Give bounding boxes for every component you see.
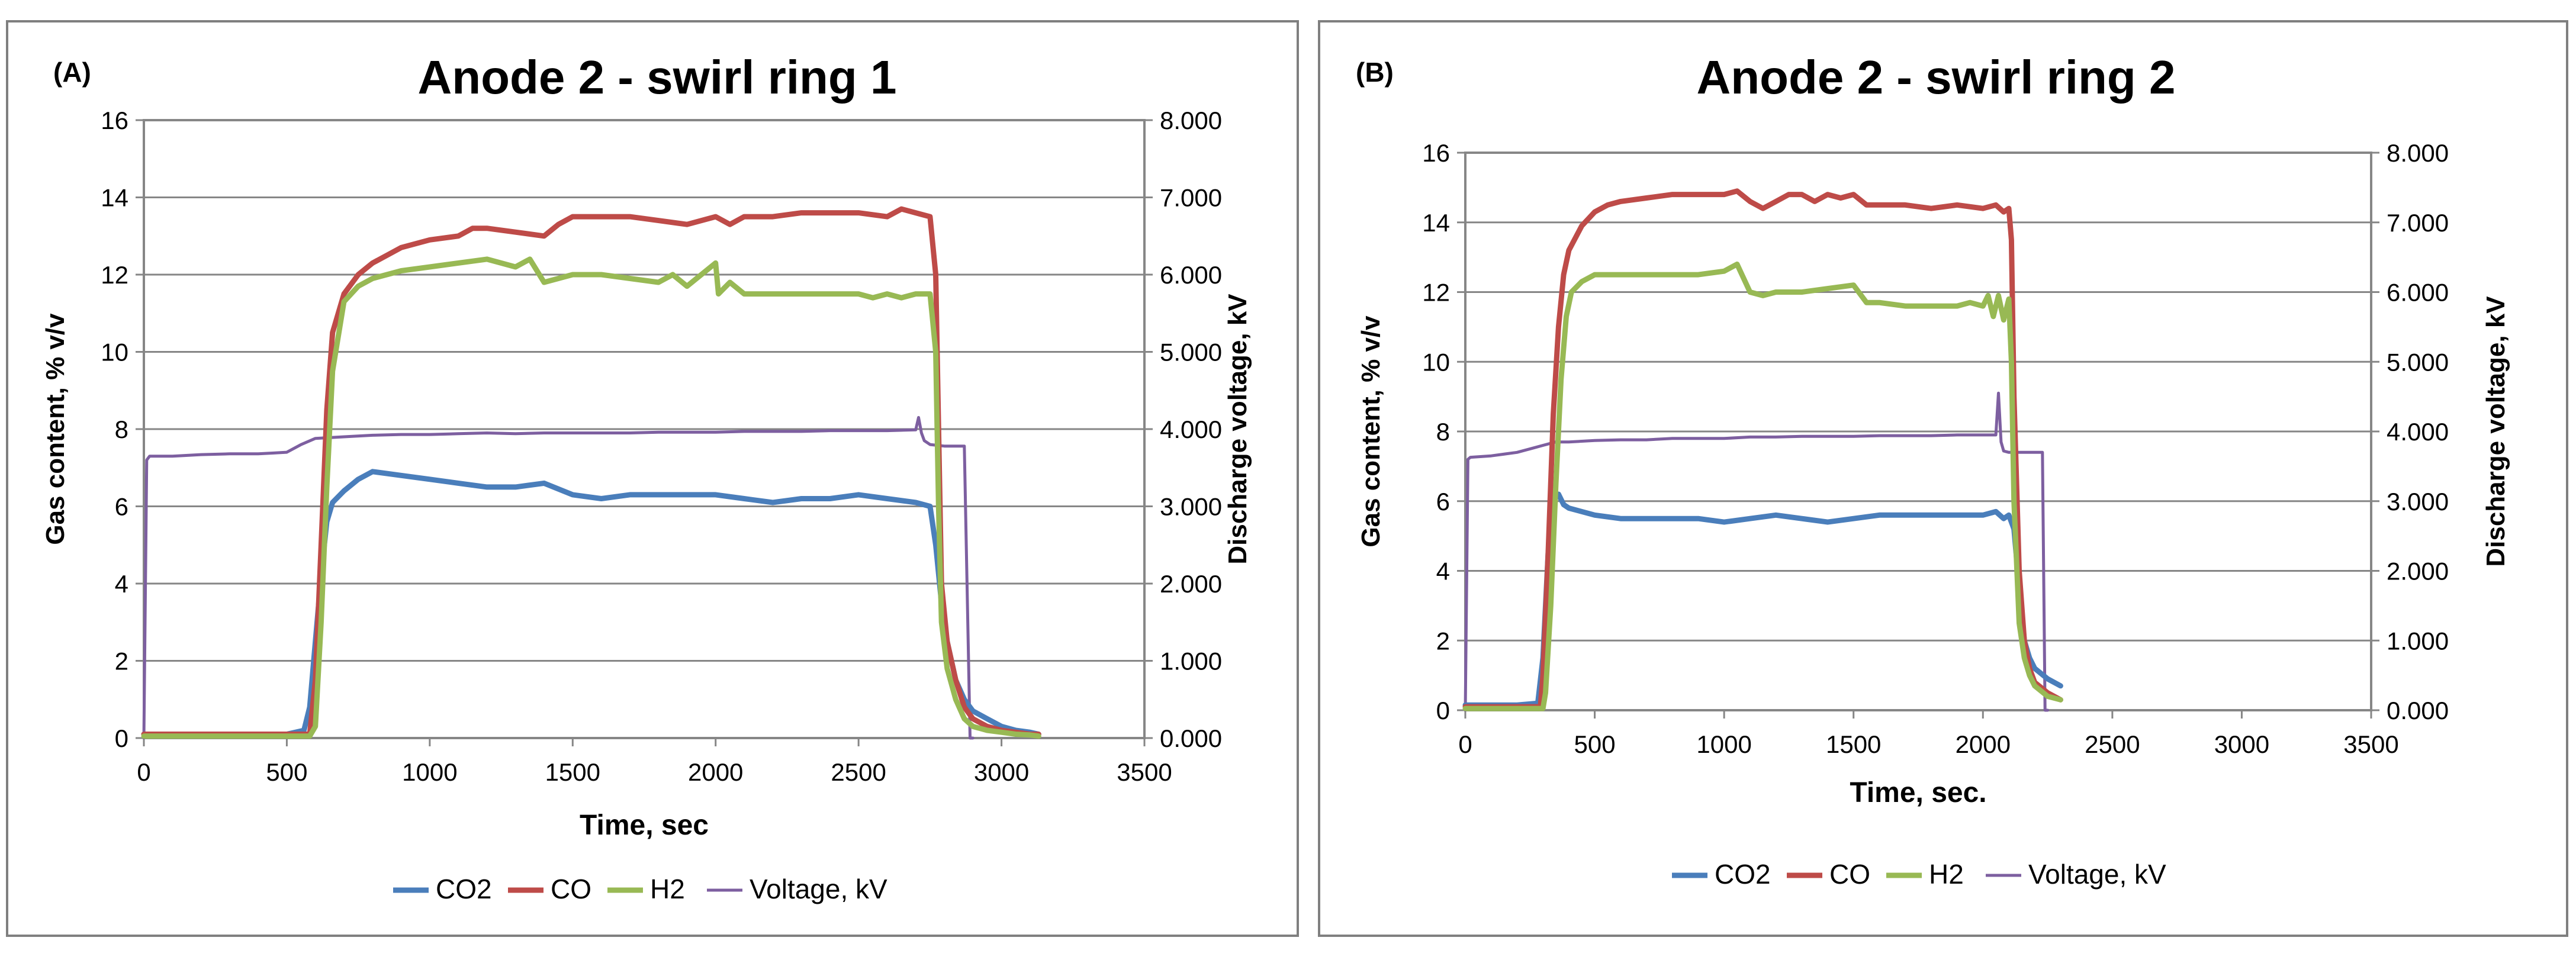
- panel-a-x-tick-label: 2000: [688, 758, 743, 786]
- panel-b-right-axis-ticks: 0.000 1.000 2.000 3.000 4.000 5.000 6.000 7.000…: [2371, 139, 2449, 724]
- panel-a-frame: [6, 20, 1299, 937]
- panel-b-frame: [1318, 20, 2568, 937]
- panel-b-y2-tick-label: 3.000: [2387, 488, 2449, 516]
- panel-b-label: (B): [1356, 57, 1394, 88]
- panel-a-y2-tick-label: 3.000: [1160, 493, 1222, 521]
- panel-b-y-tick-label: 12: [1422, 279, 1450, 307]
- panel-b-y-tick-label: 4: [1436, 558, 1450, 585]
- panel-b-left-axis-ticks: 0 2 4 6 8 10 12 14 16: [1422, 139, 1465, 724]
- panel-a-legend: CO2 CO H2 Voltage, kV: [393, 874, 887, 904]
- panel-a-y-tick-label: 10: [101, 339, 128, 366]
- panel-a-y-tick-label: 8: [115, 415, 128, 443]
- panel-b-series-co: [1462, 188, 2063, 710]
- panel-b-legend-label-co2: CO2: [1715, 859, 1771, 890]
- panel-a-series-voltage-kv: [142, 415, 975, 740]
- panel-a-x-axis-label: Time, sec: [580, 810, 709, 841]
- panel-b-legend: CO2 CO H2 Voltage, kV: [1672, 859, 2166, 890]
- panel-b-y2-tick-label: 7.000: [2387, 209, 2449, 237]
- panel-b-series-lines: [1462, 188, 2063, 712]
- panel-b-y2-tick-label: 1.000: [2387, 627, 2449, 655]
- panel-a-y2-tick-label: 8.000: [1160, 107, 1222, 134]
- panel-b-x-tick-label: 2000: [1956, 730, 2011, 758]
- panel-b-y-tick-label: 16: [1422, 139, 1450, 167]
- panel-a-legend-label-co: CO: [551, 874, 591, 904]
- panel-a-y-tick-label: 12: [101, 261, 128, 289]
- panel-a-x-tick-label: 1500: [545, 758, 600, 786]
- panel-b-y2-tick-label: 8.000: [2387, 139, 2449, 167]
- panel-b-x-tick-label: 0: [1458, 730, 1472, 758]
- panel-a-y2-tick-label: 6.000: [1160, 261, 1222, 289]
- panel-b: (B) Anode 2 - swirl ring 2 0 2 4 6 8 10 12 14 16…: [1318, 20, 2568, 937]
- panel-a-y-tick-label: 6: [115, 493, 128, 521]
- panel-a-legend-label-voltage-kv: Voltage, kV: [750, 874, 887, 904]
- panel-b-y-tick-label: 0: [1436, 697, 1450, 724]
- panel-b-y2-tick-label: 4.000: [2387, 418, 2449, 446]
- panel-a-y-tick-label: 4: [115, 570, 128, 598]
- panel-a-y-tick-label: 0: [115, 724, 128, 752]
- panel-a-x-tick-label: 0: [137, 758, 150, 786]
- panel-a-label: (A): [53, 57, 91, 88]
- panel-b-y2-tick-label: 6.000: [2387, 279, 2449, 307]
- panel-a-x-tick-label: 3000: [974, 758, 1029, 786]
- panel-a-x-tick-label: 3500: [1117, 758, 1172, 786]
- panel-a-y2-tick-label: 1.000: [1160, 647, 1222, 675]
- panel-a-y-tick-label: 14: [101, 184, 128, 212]
- panel-b-y2-tick-label: 5.000: [2387, 348, 2449, 376]
- panel-b-y-tick-label: 14: [1422, 209, 1450, 237]
- panel-a-y2-tick-label: 4.000: [1160, 415, 1222, 443]
- panel-a-x-axis-ticks: 0 500 1000 1500 2000 2500 3000 3500: [137, 738, 1172, 786]
- panel-b-y-axis-label: Gas content, % v/v: [1356, 315, 1385, 547]
- panel-a-y-tick-label: 16: [101, 107, 128, 134]
- panel-b-y2-axis-label: Discharge voltage, kV: [2481, 296, 2510, 567]
- panel-a: (A) Anode 2 - swirl ring 1 0 2 4 6 8 10 12 14 16…: [6, 20, 1299, 937]
- panel-b-y-tick-label: 2: [1436, 627, 1450, 655]
- panel-b-legend-label-voltage-kv: Voltage, kV: [2028, 859, 2166, 890]
- panel-a-left-axis-ticks: 0 2 4 6 8 10 12 14 16: [101, 107, 144, 752]
- panel-b-x-tick-label: 3000: [2214, 730, 2269, 758]
- panel-a-x-tick-label: 1000: [402, 758, 457, 786]
- panel-a-title: Anode 2 - swirl ring 1: [417, 51, 896, 104]
- panel-b-x-tick-label: 2500: [2085, 730, 2140, 758]
- panel-b-title: Anode 2 - swirl ring 2: [1696, 51, 2175, 104]
- panel-b-y-tick-label: 10: [1422, 348, 1450, 376]
- panel-a-series-co: [141, 206, 1041, 737]
- panel-b-x-axis-label: Time, sec.: [1850, 777, 1986, 808]
- panel-b-y-tick-label: 8: [1436, 418, 1450, 446]
- panel-b-legend-label-co: CO: [1829, 859, 1870, 890]
- panel-a-y2-tick-label: 7.000: [1160, 184, 1222, 212]
- panel-b-y-tick-label: 6: [1436, 488, 1450, 516]
- panel-a-y2-tick-label: 0.000: [1160, 724, 1222, 752]
- panel-a-y2-tick-label: 5.000: [1160, 339, 1222, 366]
- panel-a-right-axis-ticks: 0.000 1.000 2.000 3.000 4.000 5.000 6.000 7.000…: [1144, 107, 1222, 752]
- panel-a-series-h2: [141, 256, 1041, 739]
- panel-b-y2-tick-label: 0.000: [2387, 697, 2449, 724]
- panel-b-x-tick-label: 500: [1574, 730, 1616, 758]
- panel-b-x-tick-label: 3500: [2343, 730, 2398, 758]
- panel-b-legend-label-h2: H2: [1929, 859, 1964, 890]
- panel-a-x-tick-label: 500: [266, 758, 307, 786]
- panel-a-y2-tick-label: 2.000: [1160, 570, 1222, 598]
- panel-a-legend-label-co2: CO2: [436, 874, 492, 904]
- panel-a-y-axis-label: Gas content, % v/v: [41, 313, 70, 545]
- panel-b-series-voltage-kv: [1464, 391, 2050, 712]
- panel-a-y2-axis-label: Discharge voltage, kV: [1223, 294, 1252, 565]
- panel-b-series-h2: [1462, 261, 2063, 711]
- panel-b-y2-tick-label: 2.000: [2387, 558, 2449, 585]
- panel-b-x-axis-ticks: 0 500 1000 1500 2000 2500 3000 3500: [1458, 710, 2399, 758]
- panel-b-x-tick-label: 1500: [1826, 730, 1881, 758]
- panel-a-y-tick-label: 2: [115, 647, 128, 675]
- panel-a-legend-label-h2: H2: [650, 874, 685, 904]
- panel-a-series-lines: [141, 206, 1041, 740]
- panel-b-x-tick-label: 1000: [1696, 730, 1751, 758]
- panel-a-x-tick-label: 2500: [831, 758, 886, 786]
